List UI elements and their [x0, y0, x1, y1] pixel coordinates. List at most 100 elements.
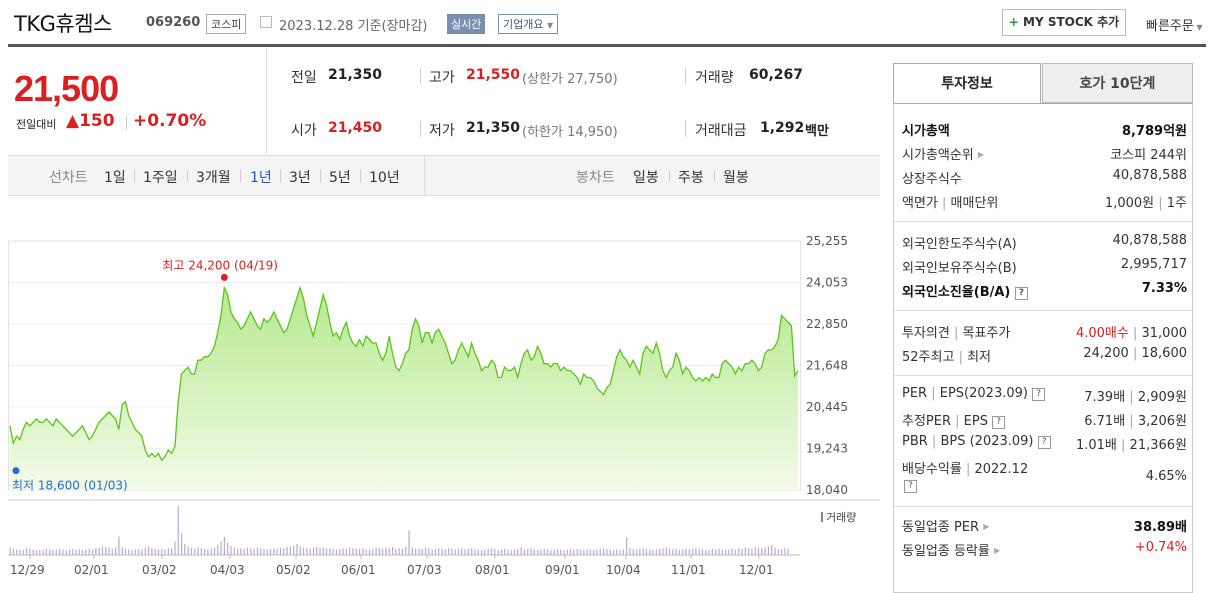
my-stock-button[interactable]: + MY STOCK 추가	[1002, 9, 1126, 36]
upper-limit: (상한가 27,750)	[522, 72, 618, 87]
change-percent: +0.70%	[133, 111, 207, 131]
volume-bar	[187, 546, 189, 555]
volume-bar	[352, 548, 354, 555]
volume-bar	[748, 548, 750, 555]
chevron-down-icon: ▼	[546, 21, 554, 30]
period-10y[interactable]: 10년	[369, 170, 400, 186]
volume-bar	[322, 547, 324, 555]
volume-bar	[787, 548, 789, 555]
industry-change-value: +0.74%	[1134, 540, 1187, 555]
period-1y[interactable]: 1년	[250, 170, 272, 186]
volume-bar	[194, 548, 196, 555]
volume-bar	[296, 543, 298, 555]
volume-bar	[678, 550, 681, 555]
volume-bar	[428, 548, 430, 555]
volume-bar	[401, 548, 404, 555]
period-5y[interactable]: 5년	[329, 170, 351, 186]
foreign-hold-label: 외국인보유주식수(B)	[902, 261, 1017, 276]
header: TKG휴켐스 069260 코스피 2023.12.28 기준(장마감) 실시간…	[0, 0, 1219, 46]
volume-bar	[408, 530, 410, 555]
help-icon[interactable]: ?	[904, 480, 917, 493]
volume-bar	[708, 549, 710, 555]
volume-bar	[75, 549, 77, 555]
help-icon[interactable]: ?	[1032, 388, 1046, 401]
volume-bar	[39, 550, 41, 555]
volume-bar	[639, 548, 641, 555]
volume-bar	[751, 548, 753, 555]
divider	[420, 121, 421, 137]
volume-bar	[230, 545, 232, 555]
volume-bar	[451, 548, 453, 555]
line-chart-label[interactable]: 선차트	[49, 170, 88, 186]
volume-bar	[477, 549, 479, 555]
volume-bar	[441, 548, 443, 555]
tab-investment-info[interactable]: 투자정보	[893, 63, 1041, 103]
volume-bar	[151, 548, 153, 555]
company-info-dropdown[interactable]: 기업개요 ▼	[498, 14, 559, 34]
volume-bar	[227, 542, 229, 555]
help-icon[interactable]: ?	[1037, 436, 1051, 449]
chevron-right-icon: ▶	[994, 546, 1001, 555]
x-tick-label: 08/01	[475, 563, 510, 577]
volume-bar	[91, 549, 94, 555]
divider	[134, 170, 135, 182]
volume-bar	[253, 548, 255, 555]
volume-bar	[22, 550, 24, 555]
volume-bar	[563, 550, 565, 555]
volume-bar	[391, 547, 394, 555]
per-label: PER	[902, 386, 928, 401]
period-3m[interactable]: 3개월	[196, 170, 231, 186]
chevron-right-icon: ▶	[977, 150, 985, 159]
info-row-pbr: PBR | BPS (2023.09) ? 1.01배 | 21,366원	[902, 434, 1187, 453]
divider	[420, 68, 421, 84]
volume-bar	[715, 549, 717, 555]
bps-value: 21,366원	[1129, 438, 1187, 453]
tab-order-book[interactable]: 호가 10단계	[1042, 63, 1193, 103]
opinion-label: 투자의견	[902, 326, 950, 341]
volume-bar	[513, 549, 516, 555]
volume-bar	[157, 549, 160, 555]
help-icon[interactable]: ?	[1014, 287, 1028, 300]
candle-daily[interactable]: 일봉	[633, 170, 659, 186]
volume-bar	[771, 545, 773, 555]
est-eps-label: EPS	[963, 414, 988, 429]
volume-bar	[306, 548, 308, 555]
x-tick-label: 07/03	[407, 563, 442, 577]
candle-chart-label[interactable]: 봉차트	[576, 170, 615, 186]
volume-legend-label: 거래량	[826, 511, 856, 524]
info-row-cap-rank[interactable]: 시가총액순위 ▶ 코스피 244위	[902, 144, 1187, 166]
volume-bar	[223, 536, 226, 555]
x-tick-label: 03/02	[142, 563, 177, 577]
info-row-est-per: 추정PER | EPS ? 6.71배 | 3,206원	[902, 414, 1187, 429]
candle-monthly[interactable]: 월봉	[723, 170, 749, 186]
volume-bar	[398, 548, 400, 555]
industry-per-value: 38.89배	[1133, 520, 1187, 535]
realtime-badge[interactable]: 실시간	[447, 14, 486, 34]
info-row-industry-per[interactable]: 동일업종 PER ▶ 38.89배	[902, 516, 1187, 538]
prev-value: 21,350	[328, 67, 383, 83]
volume-bar	[62, 549, 64, 555]
volume-bar	[672, 549, 674, 555]
investment-info-panel: 투자정보 호가 10단계 시가총액 8,789억원 시가총액순위 ▶ 코스피 2…	[893, 63, 1206, 593]
volume-bar	[457, 548, 460, 555]
price-chart[interactable]: 25,255 24,053 22,850 21,648 20,445 19,243 18,0…	[8, 208, 880, 593]
volume-legend-swatch	[821, 512, 823, 522]
help-icon[interactable]: ?	[992, 416, 1006, 429]
volume-bar	[236, 548, 239, 555]
volume-bar	[35, 550, 38, 555]
y-tick-label: 18,040	[806, 483, 848, 497]
volume-bar	[757, 547, 760, 555]
period-1d[interactable]: 1일	[104, 170, 126, 186]
change-label: 전일대비	[16, 118, 57, 131]
period-1w[interactable]: 1주일	[143, 170, 178, 186]
candle-weekly[interactable]: 주봉	[678, 170, 704, 186]
volume-bar	[269, 548, 272, 555]
quick-order-button[interactable]: 빠른주문 ▼	[1146, 15, 1203, 34]
target-label: 목표주가	[962, 326, 1011, 341]
period-3y[interactable]: 3년	[289, 170, 311, 186]
price-line	[9, 285, 799, 462]
divider	[894, 310, 1192, 311]
volume-bar	[382, 548, 384, 555]
info-row-industry-change[interactable]: 동일업종 등락률 ▶ +0.74%	[902, 540, 1187, 562]
volume-bar	[718, 548, 720, 555]
